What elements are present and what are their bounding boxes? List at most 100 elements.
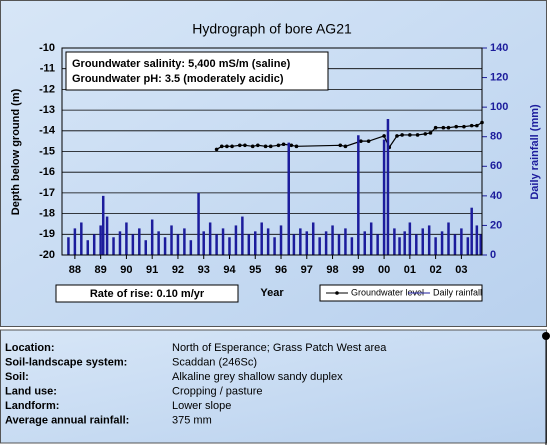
x-tick-label: 01: [404, 264, 416, 276]
connector-dot: [542, 332, 550, 340]
y2-tick-label: 40: [490, 190, 502, 202]
level-point: [237, 143, 242, 148]
x-tick-label: 88: [69, 264, 81, 276]
info-label: Landform:: [5, 400, 59, 412]
y-tick-label: -14: [39, 125, 56, 137]
level-point: [462, 124, 466, 129]
level-point: [469, 123, 474, 128]
level-point: [428, 131, 433, 135]
y2-tick-label: 100: [490, 101, 508, 113]
annotation-box: [65, 51, 329, 91]
level-point: [250, 144, 255, 149]
info-label: Location:: [5, 342, 55, 354]
y-tick-label: -13: [39, 104, 55, 116]
x-tick-label: 97: [301, 264, 313, 276]
info-label: Soil:: [5, 371, 29, 383]
y2-axis-label: Daily rainfall (mm): [529, 104, 541, 200]
level-point: [454, 124, 459, 129]
y-tick-label: -16: [39, 166, 55, 178]
info-value: Cropping / pasture: [172, 385, 263, 397]
info-table: Location: North of Esperance; Grass Patch…: [5, 342, 387, 427]
y-tick-label: -18: [39, 208, 55, 220]
level-point: [400, 133, 404, 137]
level-point: [395, 134, 399, 138]
level-point: [423, 132, 428, 136]
x-tick-label: 91: [146, 264, 158, 276]
y2-tick-label: 0: [490, 249, 496, 261]
level-point: [441, 125, 446, 130]
level-point: [475, 123, 479, 128]
y-tick-label: -12: [39, 83, 55, 95]
y2-tick-label: 140: [490, 42, 508, 54]
y-axis-label: Depth below ground (m): [10, 88, 22, 215]
chart-panel: [0, 0, 547, 327]
y-tick-label: -17: [39, 187, 55, 199]
level-point: [219, 144, 224, 149]
y2-tick-label: 60: [490, 160, 502, 172]
x-tick-label: 94: [223, 264, 236, 276]
level-point: [366, 139, 371, 143]
level-point: [408, 133, 412, 137]
x-tick-label: 02: [429, 264, 441, 276]
level-point: [294, 144, 299, 149]
level-point: [281, 142, 286, 147]
y-tick-label: -11: [40, 63, 55, 75]
level-point: [359, 139, 363, 143]
rate-box: [55, 284, 239, 303]
plot-frame: [61, 47, 483, 256]
y-tick-label: -20: [39, 249, 55, 261]
info-value: 375 mm: [172, 414, 212, 426]
annotation: Groundwater salinity: 5,400 mS/m (saline…: [72, 58, 291, 70]
info-value: Alkaline grey shallow sandy duplex: [172, 371, 343, 383]
y2-tick-label: 80: [490, 131, 502, 143]
x-tick-label: 03: [455, 264, 467, 276]
info-panel: [0, 329, 547, 444]
level-point: [338, 143, 343, 148]
y2-tick-label: 120: [490, 71, 508, 83]
level-point: [225, 144, 229, 149]
level-point: [446, 125, 451, 130]
x-tick-label: 92: [172, 264, 184, 276]
y2-tick-label: 20: [490, 219, 502, 231]
annotation: Groundwater pH: 3.5 (moderately acidic): [72, 73, 284, 85]
y-tick-label: -19: [39, 228, 55, 240]
level-point: [243, 143, 247, 148]
x-axis-label: Year: [260, 287, 284, 299]
y-tick-label: -15: [39, 145, 55, 157]
level-point: [343, 144, 348, 149]
x-tick-label: 00: [378, 264, 390, 276]
info-label: Land use:: [5, 385, 57, 397]
level-point: [289, 143, 294, 148]
legend-marker: [335, 291, 339, 295]
x-tick-label: 99: [352, 264, 364, 276]
x-tick-label: 90: [120, 264, 132, 276]
level-point: [415, 133, 420, 137]
plot: [61, 47, 487, 259]
annotation: Rate of rise: 0.10 m/yr: [90, 288, 205, 300]
x-tick-label: 93: [198, 264, 210, 276]
x-tick-label: 89: [95, 264, 107, 276]
level-point: [433, 125, 438, 130]
level-point: [214, 147, 219, 152]
legend-label: Daily rainfall: [433, 287, 482, 297]
info-value: Lower slope: [172, 400, 231, 412]
level-point: [276, 143, 281, 148]
info-label: Soil-landscape system:: [5, 356, 127, 368]
info-label: Average annual rainfall:: [5, 414, 129, 426]
level-line: [216, 122, 483, 150]
level-point: [263, 144, 268, 149]
x-tick-label: 98: [326, 264, 338, 276]
chart-title: Hydrograph of bore AG21: [192, 21, 352, 37]
level-point: [382, 134, 386, 138]
level-point: [230, 144, 234, 149]
y-tick-label: -10: [39, 42, 55, 54]
info-value: Scaddan (246Sc): [172, 356, 257, 368]
level-point: [256, 143, 260, 148]
info-value: North of Esperance; Grass Patch West are…: [172, 342, 387, 354]
x-tick-label: 95: [249, 264, 261, 276]
legend-label: Groundwater level: [351, 287, 424, 297]
level-point: [268, 144, 273, 149]
legend: [319, 284, 483, 302]
x-tick-label: 96: [275, 264, 287, 276]
